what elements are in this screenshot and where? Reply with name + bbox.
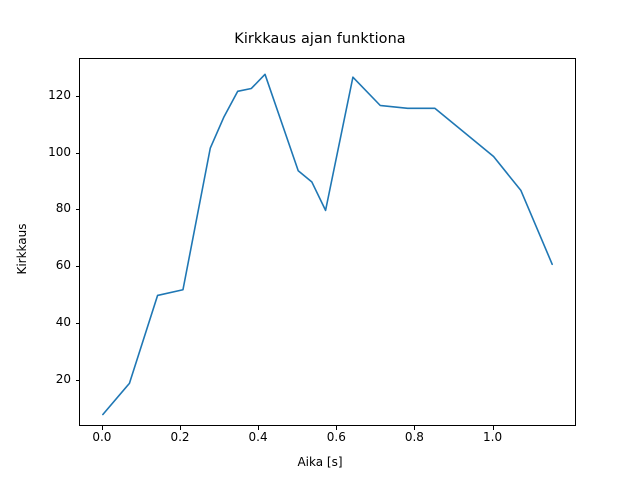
y-tick-mark bbox=[75, 209, 79, 211]
y-tick-label: 120 bbox=[48, 88, 71, 102]
x-tick-mark bbox=[492, 426, 494, 430]
plot-area bbox=[79, 58, 576, 426]
y-tick-mark bbox=[75, 96, 79, 97]
y-tick-mark bbox=[75, 379, 79, 381]
x-tick-mark bbox=[258, 426, 260, 430]
x-tick-label: 0.4 bbox=[248, 430, 268, 444]
y-tick-mark bbox=[75, 322, 79, 324]
x-tick-label: 1.0 bbox=[483, 430, 503, 444]
y-tick-label: 100 bbox=[48, 144, 71, 159]
x-tick-mark bbox=[336, 426, 338, 430]
y-tick-label: 80 bbox=[55, 201, 71, 216]
y-tick-mark bbox=[75, 152, 79, 154]
x-tick-label: 0.8 bbox=[404, 430, 424, 444]
x-tick-mark bbox=[180, 426, 181, 430]
y-tick-mark bbox=[75, 266, 79, 268]
x-tick-mark bbox=[101, 426, 103, 430]
line-chart-svg bbox=[102, 73, 553, 416]
y-tick-label: 40 bbox=[55, 314, 71, 329]
x-tick-label: 0.6 bbox=[326, 430, 346, 444]
x-tick-label: 0.2 bbox=[170, 430, 190, 444]
x-axis-label: Aika [s] bbox=[297, 455, 343, 469]
x-tick-mark bbox=[414, 426, 416, 430]
page-title: Kirkkaus ajan funktiona bbox=[234, 31, 406, 47]
y-tick-label: 20 bbox=[55, 371, 71, 386]
x-tick-label: 0.0 bbox=[92, 430, 112, 444]
y-tick-label: 60 bbox=[55, 258, 71, 273]
y-axis-label: Kirkkaus bbox=[15, 223, 29, 275]
data-series-line bbox=[102, 73, 553, 416]
